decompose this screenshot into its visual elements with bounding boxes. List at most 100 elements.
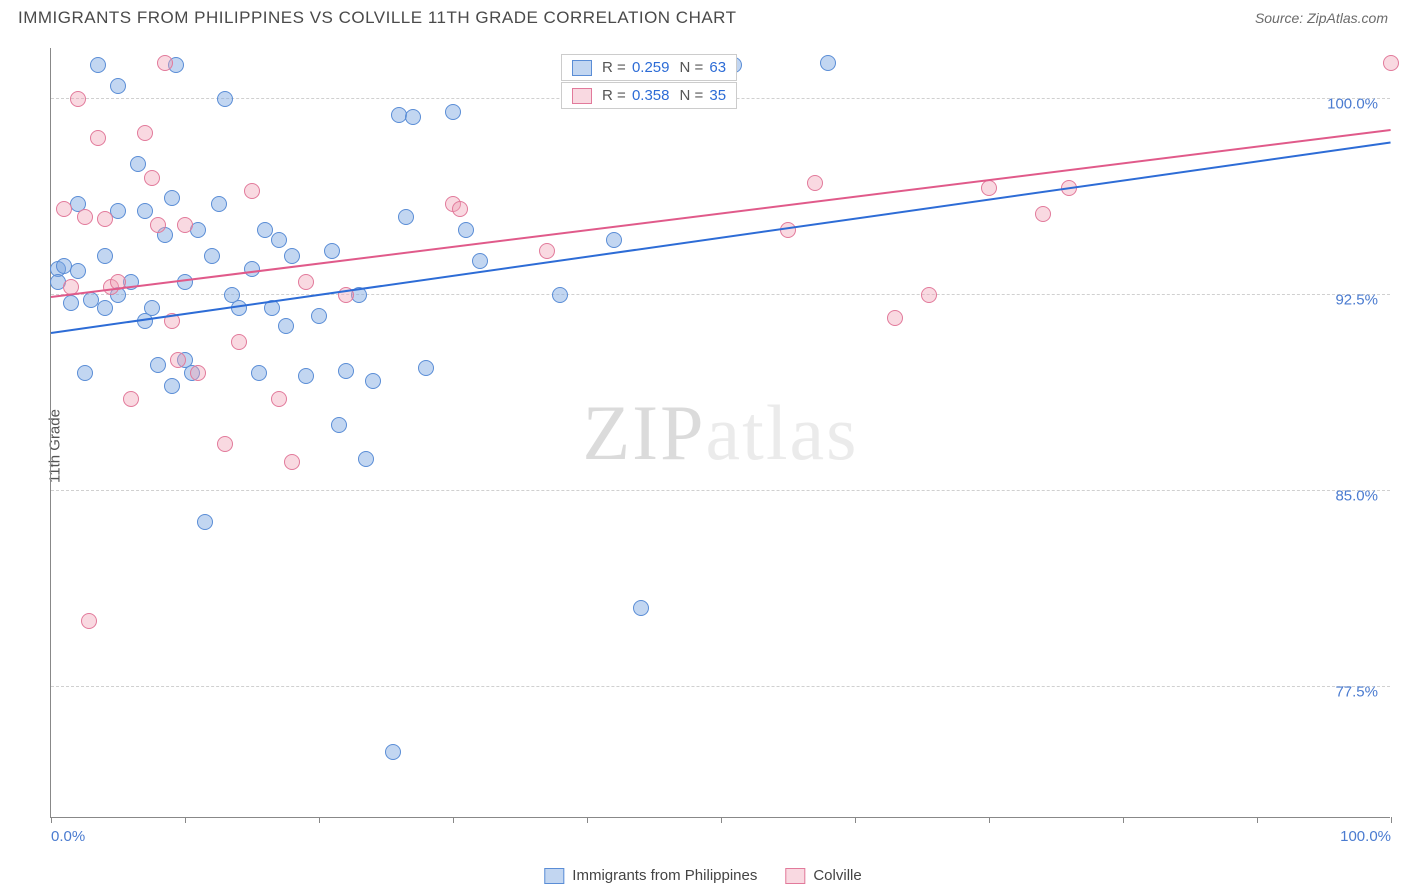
- y-tick-label: 100.0%: [1327, 96, 1378, 113]
- x-tick: [453, 817, 454, 823]
- x-tick: [185, 817, 186, 823]
- scatter-point: [217, 436, 233, 452]
- scatter-point: [271, 391, 287, 407]
- scatter-point: [338, 363, 354, 379]
- scatter-point: [311, 308, 327, 324]
- scatter-point: [90, 130, 106, 146]
- x-tick: [1391, 817, 1392, 823]
- scatter-point: [97, 300, 113, 316]
- stat-n: N = 35: [679, 87, 726, 104]
- watermark-zip: ZIP: [583, 389, 706, 476]
- source-attribution: Source: ZipAtlas.com: [1255, 10, 1388, 26]
- scatter-point: [56, 201, 72, 217]
- scatter-point: [418, 360, 434, 376]
- scatter-point: [1383, 55, 1399, 71]
- scatter-point: [606, 232, 622, 248]
- scatter-point: [458, 222, 474, 238]
- scatter-point: [1035, 206, 1051, 222]
- scatter-point: [150, 217, 166, 233]
- scatter-point: [123, 391, 139, 407]
- stat-r: R = 0.259: [602, 59, 669, 76]
- scatter-point: [157, 55, 173, 71]
- scatter-point: [244, 183, 260, 199]
- stat-n: N = 63: [679, 59, 726, 76]
- x-tick: [1123, 817, 1124, 823]
- plot-area: ZIPatlas 77.5%85.0%92.5%100.0%0.0%100.0%…: [50, 48, 1390, 818]
- trend-line: [51, 129, 1391, 298]
- scatter-point: [385, 744, 401, 760]
- scatter-point: [405, 109, 421, 125]
- scatter-point: [144, 300, 160, 316]
- scatter-point: [170, 352, 186, 368]
- scatter-point: [211, 196, 227, 212]
- scatter-point: [552, 287, 568, 303]
- footer-legend-item: Colville: [785, 867, 861, 884]
- scatter-point: [298, 368, 314, 384]
- scatter-point: [358, 451, 374, 467]
- scatter-point: [452, 201, 468, 217]
- scatter-point: [251, 365, 267, 381]
- x-tick: [319, 817, 320, 823]
- y-tick-label: 85.0%: [1335, 487, 1378, 504]
- scatter-point: [97, 248, 113, 264]
- legend-label: Immigrants from Philippines: [572, 867, 757, 884]
- scatter-point: [137, 203, 153, 219]
- legend-swatch: [544, 868, 564, 884]
- scatter-point: [164, 378, 180, 394]
- scatter-point: [921, 287, 937, 303]
- scatter-point: [70, 263, 86, 279]
- scatter-point: [130, 156, 146, 172]
- scatter-point: [244, 261, 260, 277]
- scatter-point: [70, 91, 86, 107]
- x-tick: [855, 817, 856, 823]
- legend-swatch: [572, 60, 592, 76]
- scatter-point: [137, 125, 153, 141]
- scatter-point: [144, 170, 160, 186]
- x-tick-label: 100.0%: [1340, 828, 1391, 845]
- stat-r: R = 0.358: [602, 87, 669, 104]
- x-tick: [721, 817, 722, 823]
- scatter-point: [217, 91, 233, 107]
- scatter-point: [981, 180, 997, 196]
- x-tick: [989, 817, 990, 823]
- scatter-point: [97, 211, 113, 227]
- x-tick: [51, 817, 52, 823]
- scatter-point: [204, 248, 220, 264]
- trend-line: [51, 142, 1391, 335]
- x-tick: [587, 817, 588, 823]
- legend-swatch: [572, 88, 592, 104]
- footer-legend: Immigrants from Philippines Colville: [544, 867, 861, 884]
- scatter-point: [284, 454, 300, 470]
- stats-legend-row: R = 0.358 N = 35: [561, 82, 737, 109]
- scatter-point: [278, 318, 294, 334]
- scatter-point: [633, 600, 649, 616]
- scatter-point: [77, 365, 93, 381]
- scatter-point: [324, 243, 340, 259]
- scatter-point: [398, 209, 414, 225]
- scatter-point: [445, 104, 461, 120]
- legend-swatch: [785, 868, 805, 884]
- scatter-point: [231, 334, 247, 350]
- chart-title: IMMIGRANTS FROM PHILIPPINES VS COLVILLE …: [18, 8, 737, 28]
- scatter-point: [197, 514, 213, 530]
- scatter-point: [807, 175, 823, 191]
- scatter-point: [365, 373, 381, 389]
- scatter-point: [190, 365, 206, 381]
- scatter-point: [177, 217, 193, 233]
- gridline: [51, 490, 1390, 491]
- scatter-point: [887, 310, 903, 326]
- scatter-point: [63, 295, 79, 311]
- stats-legend-row: R = 0.259 N = 63: [561, 54, 737, 81]
- title-bar: IMMIGRANTS FROM PHILIPPINES VS COLVILLE …: [0, 0, 1406, 32]
- scatter-point: [110, 78, 126, 94]
- y-tick-label: 92.5%: [1335, 291, 1378, 308]
- gridline: [51, 686, 1390, 687]
- x-tick-label: 0.0%: [51, 828, 85, 845]
- scatter-point: [284, 248, 300, 264]
- scatter-point: [150, 357, 166, 373]
- watermark: ZIPatlas: [583, 388, 859, 478]
- scatter-point: [472, 253, 488, 269]
- scatter-point: [331, 417, 347, 433]
- legend-label: Colville: [813, 867, 861, 884]
- scatter-point: [90, 57, 106, 73]
